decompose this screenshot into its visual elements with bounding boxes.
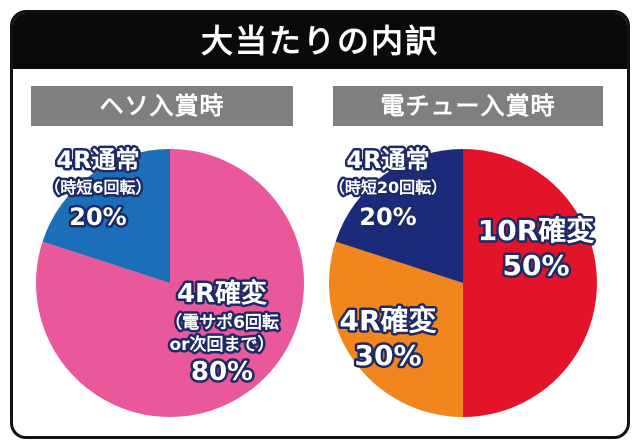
pie-1-slice-1 <box>329 241 463 417</box>
pie-1-slice-2-label-line-0: 4R通常 <box>346 146 429 174</box>
pie-0-slice-1-label-line-0: 4R通常 <box>56 146 139 174</box>
pie-0-slice-1 <box>42 149 170 283</box>
pie-0-slice-0-label-line-3: 80% <box>191 357 253 387</box>
pie-0-slice-0-label-line-0: 4R確変 <box>177 278 267 309</box>
pie-1-slice-0-label-line-1: 50% <box>502 249 569 282</box>
pie-1-slice-0 <box>463 149 597 417</box>
right-chart-title: 電チュー入賞時 <box>333 86 603 126</box>
main-title: 大当たりの内訳 <box>13 13 627 69</box>
pie-0-slice-1-label-line-2: 20% <box>69 203 126 231</box>
pie-1-slice-1-label-line-1: 30% <box>354 339 421 372</box>
pie-0-slice-0-label-line-1: （電サポ6回転 <box>165 312 279 333</box>
pie-1-slice-2-label-line-1: （時短20回転） <box>329 178 447 197</box>
pie-1-slice-2-label-line-2: 20% <box>359 203 416 231</box>
pie-1-slice-1-label-line-0: 4R確変 <box>339 304 436 337</box>
pie-1-slice-0-label-line-0: 10R確変 <box>478 214 595 247</box>
left-chart-title: ヘソ入賞時 <box>31 86 293 126</box>
pie-1-slice-2 <box>335 149 463 283</box>
pie-0-slice-0-label-line-2: or次回まで） <box>169 334 274 355</box>
pie-0-slice-1-label-line-1: （時短6回転） <box>44 178 151 197</box>
